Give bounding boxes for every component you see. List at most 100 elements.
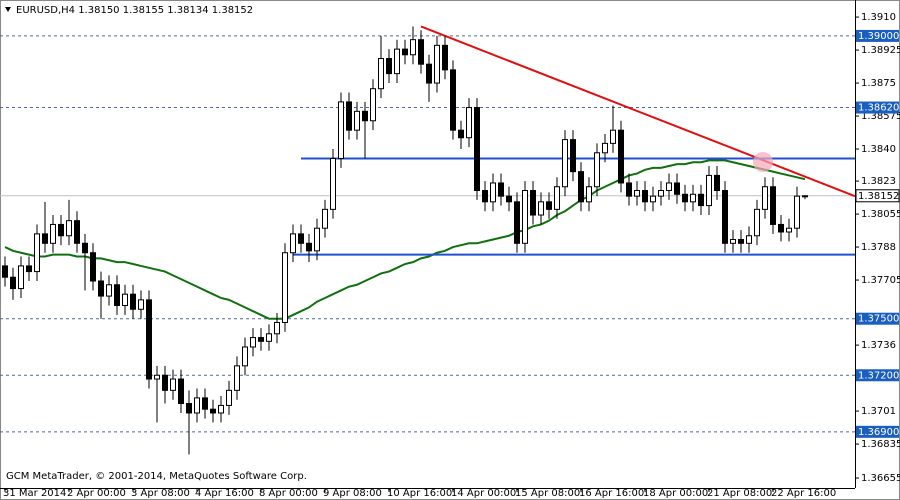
current-price-label: 1.38152: [858, 191, 899, 202]
x-tick-label: 16 Apr 16:00: [579, 488, 644, 499]
candle-body: [138, 299, 144, 310]
y-tick-label: 1.37705: [861, 275, 900, 286]
candle-body: [602, 142, 608, 154]
candle-body: [90, 252, 96, 282]
level-label-box: [856, 101, 899, 114]
level-label: 1.37500: [858, 314, 899, 325]
candle-body: [434, 44, 440, 84]
candle-body: [794, 195, 800, 229]
candle-body: [506, 195, 512, 203]
x-tick-label: 14 Apr 00:00: [451, 488, 516, 499]
candle-body: [626, 182, 632, 197]
candle-body: [738, 239, 744, 244]
candle-body: [466, 107, 472, 139]
candle-body: [50, 223, 56, 244]
candle-body: [98, 280, 104, 297]
candle-body: [226, 389, 232, 406]
candle-body: [354, 110, 360, 131]
y-tick-label: 1.3823: [861, 176, 896, 187]
x-tick-label: 21 Apr 08:00: [707, 488, 772, 499]
x-tick-label: 10 Apr 16:00: [387, 488, 452, 499]
candle-body: [802, 195, 808, 198]
candle-body: [530, 190, 536, 216]
y-tick-label: 1.36835: [861, 439, 900, 450]
candle-body: [514, 201, 520, 244]
candle-body: [570, 139, 576, 173]
candle-body: [586, 186, 592, 203]
candle-body: [218, 404, 224, 414]
candle-body: [490, 182, 496, 203]
x-tick-label: 4 Apr 16:00: [195, 488, 254, 499]
candle-body: [418, 39, 424, 65]
candle-body: [330, 157, 336, 210]
candle-body: [154, 374, 160, 380]
candle-body: [178, 378, 184, 405]
trend-line: [420, 25, 856, 198]
y-tick-label: 1.3736: [861, 340, 896, 351]
x-tick-label: 9 Apr 08:00: [323, 488, 382, 499]
candle-body: [498, 182, 504, 197]
candle-body: [298, 233, 304, 244]
candle-body: [282, 252, 288, 323]
candle-body: [402, 48, 408, 56]
candle-body: [370, 88, 376, 122]
candle-body: [682, 193, 688, 203]
candle-body: [18, 265, 24, 290]
candle-body: [522, 190, 528, 244]
y-tick-label: 1.3875: [861, 78, 896, 89]
level-label: 1.37200: [858, 370, 899, 381]
candle-body: [594, 152, 600, 188]
candle-body: [474, 107, 480, 192]
candle-body: [634, 190, 640, 197]
candle-body: [338, 101, 344, 159]
highlight-marker: [753, 152, 773, 172]
candle-body: [162, 374, 168, 391]
candle-body: [202, 397, 208, 410]
candle-body: [746, 235, 752, 244]
candle-body: [242, 346, 248, 367]
chart-title: EURUSD,H4 1.38150 1.38155 1.38134 1.3815…: [16, 5, 253, 16]
candle-body: [714, 174, 720, 192]
candle-body: [106, 284, 112, 297]
y-tick-label: 1.36655: [861, 473, 900, 484]
candle-body: [170, 378, 176, 391]
level-label: 1.38620: [858, 103, 899, 114]
candle-body: [546, 201, 552, 210]
candle-body: [642, 190, 648, 203]
x-tick-label: 2 Apr 00:00: [67, 488, 126, 499]
footer: GCM MetaTrader, © 2001-2014, MetaQuotes …: [6, 471, 307, 482]
candle-body: [306, 242, 312, 252]
x-tick-label: 15 Apr 08:00: [515, 488, 580, 499]
level-label: 1.39000: [858, 31, 899, 42]
candle-body: [114, 284, 120, 307]
candle-body: [690, 193, 696, 203]
candle-body: [346, 101, 352, 131]
candle-body: [274, 321, 280, 335]
candle-body: [410, 39, 416, 56]
x-tick-label: 18 Apr 00:00: [643, 488, 708, 499]
candle-body: [442, 44, 448, 71]
candle-body: [650, 195, 656, 203]
candle-body: [10, 276, 16, 290]
level-label: 1.36900: [858, 427, 899, 438]
candle-body: [730, 239, 736, 244]
candle-body: [770, 186, 776, 225]
level-label-box: [856, 29, 899, 42]
candle-body: [42, 233, 48, 244]
y-tick-label: 1.3910: [861, 12, 896, 23]
candle-body: [58, 223, 64, 237]
candle-body: [146, 299, 152, 380]
candle-body: [314, 227, 320, 252]
candle-body: [250, 337, 256, 348]
candle-body: [234, 365, 240, 391]
y-tick-label: 1.38925: [861, 45, 900, 56]
current-price-box: [855, 189, 900, 203]
y-tick-label: 1.38055: [861, 209, 900, 220]
candle-body: [386, 58, 392, 75]
level-label-box: [856, 312, 899, 325]
candle-body: [194, 397, 200, 414]
level-label-box: [856, 369, 899, 382]
candle-body: [658, 190, 664, 197]
candle-body: [674, 182, 680, 195]
moving-average: [4, 159, 806, 320]
